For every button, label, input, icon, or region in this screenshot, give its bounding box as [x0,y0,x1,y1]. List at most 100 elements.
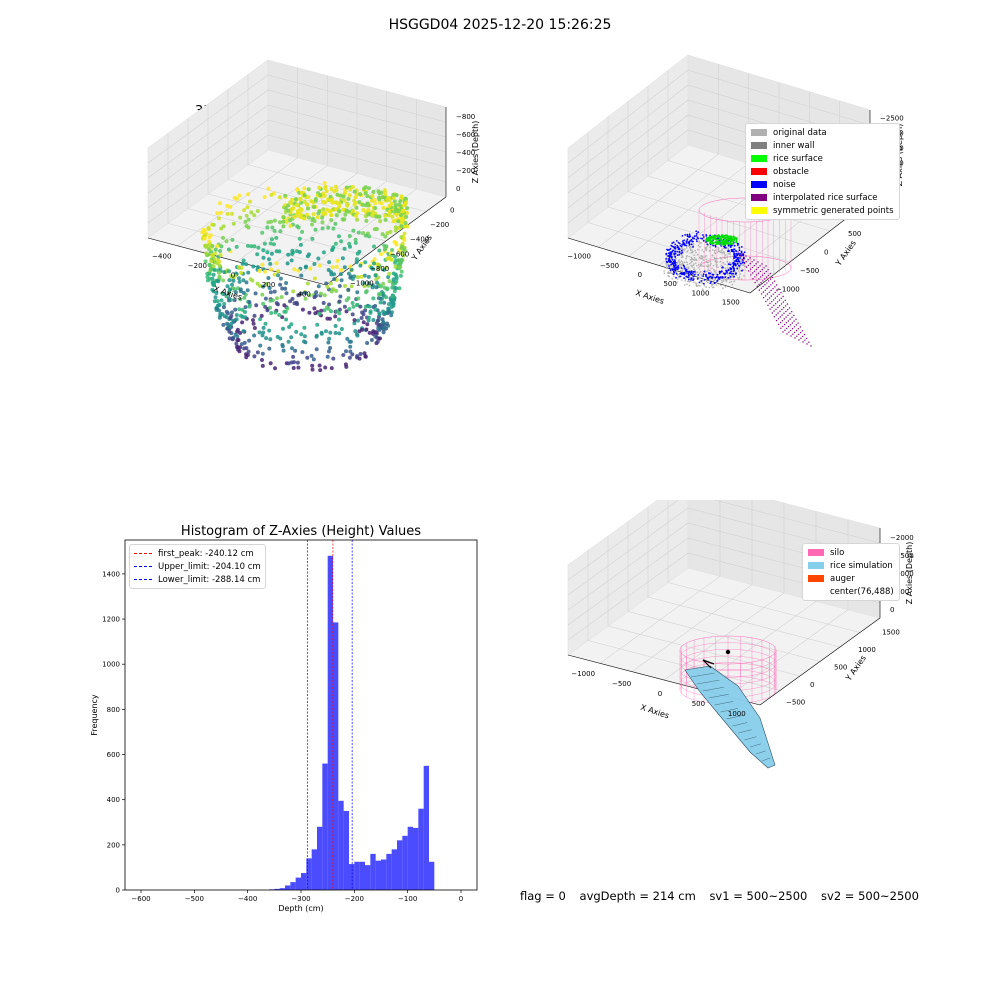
panel1-point [346,287,351,292]
panel1-point [305,355,310,360]
panel2-point [709,277,712,280]
panel1-point [390,294,395,299]
panel2-point [714,260,717,263]
panel2-point [778,288,780,290]
panel1-point [284,291,289,296]
panel1-point [272,228,277,233]
panel1-point [288,223,293,228]
panel1-point [280,315,285,320]
panel1-point [242,208,247,213]
panel1-point [274,235,279,240]
panel1-point [317,363,322,368]
panel2-point [719,251,722,254]
panel2-point [720,241,723,244]
panel1-point [378,336,382,341]
panel1-point [357,356,362,361]
panel1-z-tick-label: −800 [456,113,475,121]
panel1-point [209,259,214,264]
legend-label: center(76,488) [830,586,894,597]
panel2-point [724,267,727,270]
panel2-point [755,263,757,265]
panel1-point [321,250,326,255]
panel2-point [799,331,802,334]
panel2-point [802,341,804,343]
panel2-point [709,275,712,278]
panel2-point [758,278,760,280]
panel1-point [312,205,316,209]
panel2-legend-item: rice surface [751,152,894,165]
panel2-point [798,333,800,336]
panel2-point [717,266,719,269]
panel2-point [694,249,696,252]
panel2-point [714,269,716,272]
panel2-point [787,320,789,322]
panel2-point [677,246,679,249]
panel2-point [702,234,704,236]
panel2-point [693,263,695,265]
panel2-y-tick-label: 500 [848,230,861,238]
panel2-point [724,276,727,279]
panel2-point [679,272,682,275]
panel2-point [681,247,683,250]
panel2-point [721,281,723,284]
panel1-point [384,244,389,249]
panel1-point [283,286,288,291]
panel2-point [676,262,679,264]
panel1-point [338,272,343,277]
panel1-point [363,191,368,196]
panel1-point [394,286,399,291]
panel2-point [754,276,756,278]
panel2-point [666,272,669,274]
panel2-point [726,271,728,274]
panel2-point [729,278,732,280]
panel2-point [686,266,688,269]
panel2-point [786,303,789,305]
panel2-point [727,273,729,275]
panel1-point [371,318,376,322]
panel2-point [743,262,746,265]
panel2-point [692,243,695,245]
panel2-point [783,323,786,326]
panel1-point [377,214,382,219]
panel2-point [793,320,795,322]
panel2-point [705,280,708,283]
panel1-point [266,276,271,280]
panel2-point [729,253,731,256]
panel4-x-tick-label: −500 [612,680,631,688]
legend-label: auger [830,573,855,584]
panel4-z-tick-label: −1000 [890,570,914,578]
panel2-point [705,249,707,251]
panel1-point [227,287,232,292]
panel2-point [706,261,709,264]
panel2-point [705,273,707,276]
panel2-point [665,265,668,267]
panel2-point [674,255,676,258]
panel2-point [778,323,780,326]
panel1-point [404,214,409,219]
panel2-point [721,276,724,279]
panel4-auger-line [702,659,715,665]
panel1-point [351,304,356,309]
panel2-y-tick-label: 0 [824,249,828,257]
panel2-point [684,248,686,250]
panel1-point [399,235,404,240]
panel2-point [693,273,696,276]
panel2-point [722,241,725,244]
panel1-point [384,265,389,270]
panel2-point [769,272,771,275]
panel3-bar [290,882,296,890]
panel2-point [763,267,765,269]
panel1-point [377,200,382,205]
panel2-point [760,282,762,284]
panel1-point [377,197,382,202]
panel2-point [681,240,684,243]
panel1-point [272,272,277,277]
panel1-point [260,363,265,368]
panel2-point [780,297,782,299]
panel1-point [347,234,352,238]
panel2-point [690,243,693,246]
panel1-point [278,229,283,234]
panel2-point [727,276,730,279]
panel1-point [300,229,305,234]
panel2-point [709,245,712,248]
